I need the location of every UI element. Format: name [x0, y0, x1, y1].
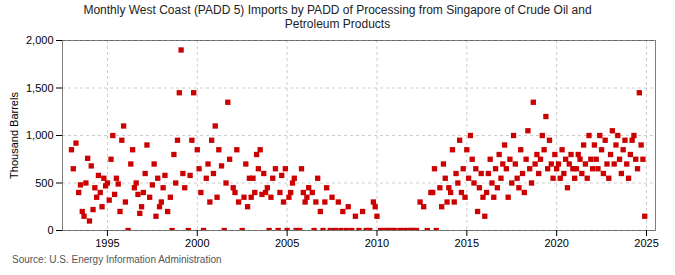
- html-text:Monthly West Coast (PADD 5) Im: Monthly West Coast (PADD 5) Imports by P…: [83, 3, 592, 31]
- svg-text:1,500: 1,500: [26, 82, 54, 94]
- html-text:Source: U.S. Energy Informatio: Source: U.S. Energy Information Administ…: [12, 254, 222, 265]
- svg-text:500: 500: [35, 177, 53, 189]
- svg-text:2025: 2025: [634, 237, 658, 249]
- svg-text:0: 0: [47, 224, 53, 236]
- svg-text:2010: 2010: [365, 237, 389, 249]
- svg-text:2,000: 2,000: [26, 34, 54, 46]
- svg-text:2000: 2000: [185, 237, 209, 249]
- svg-text:1,000: 1,000: [26, 129, 54, 141]
- svg-text:2005: 2005: [275, 237, 299, 249]
- svg-text:2015: 2015: [455, 237, 479, 249]
- svg-text:2020: 2020: [544, 237, 568, 249]
- svg-text:1995: 1995: [95, 237, 119, 249]
- svg-text:Thousand Barrels: Thousand Barrels: [8, 92, 20, 179]
